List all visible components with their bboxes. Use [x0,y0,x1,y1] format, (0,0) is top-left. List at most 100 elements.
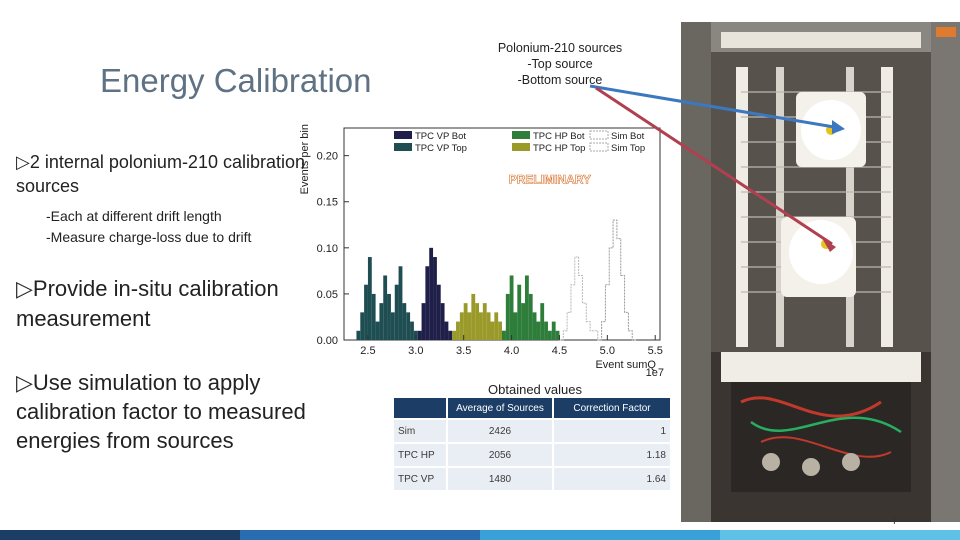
table-header-cell: Average of Sources [448,398,552,418]
table-header-row: Average of Sources Correction Factor [394,398,670,418]
histogram-bar [555,330,560,340]
callout-line: -Top source [527,57,593,71]
legend-swatch [589,130,609,140]
legend-swatch [394,143,412,151]
table-cell: 1.18 [554,444,670,466]
histogram-bar [513,312,518,340]
y-tick-label: 0.15 [317,197,338,209]
histogram-bar [421,303,426,340]
table-cell: 1.64 [554,468,670,490]
histogram-bar [433,257,437,340]
histogram-bar [528,293,533,340]
y-tick-label: 0.10 [317,243,338,255]
bullet-item: ▷Use simulation to apply calibration fac… [16,368,306,455]
histogram-outline [559,256,602,341]
series-tpc-vp-top [356,257,418,340]
histogram-bar [410,321,414,340]
table-header-cell: Correction Factor [554,398,670,418]
detector-photo [681,22,960,522]
bullet-marker: ▷ [16,152,30,172]
detector-photo-drawing [681,22,960,522]
table-cell: TPC HP [394,444,446,466]
legend-label: Sim Top [611,143,645,154]
legend-swatch [589,142,609,152]
legend-label: TPC VP Top [415,143,467,154]
callout-line: Polonium-210 sources [497,41,623,55]
callout-line: -Bottom source [517,73,603,87]
histogram-bar [505,293,510,340]
histogram-bar [471,293,476,340]
histogram-bar [360,312,365,340]
histogram-bar [517,284,522,340]
table-cell: Sim [394,420,446,442]
y-tick-label: 0.00 [317,335,338,347]
preliminary-annotation: PRELIMINARY [509,172,591,186]
bullet-marker: ▷ [16,276,33,301]
histogram-bar [379,303,384,340]
histogram-bar [394,284,399,340]
histogram-bar [398,266,403,340]
bullet-item: ▷2 internal polonium-210 calibration sou… [16,150,306,198]
table-row: Sim 2426 1 [394,420,670,442]
histogram-bar [524,275,529,340]
histogram-bar [452,330,457,340]
histogram-bar [402,303,407,340]
legend-swatch [512,143,530,151]
histogram-bar [440,303,445,340]
histogram-bar [467,312,472,340]
sub-point: -Measure charge-loss due to drift [46,229,252,245]
histogram-bar [540,303,545,340]
table-row: TPC HP 2056 1.18 [394,444,670,466]
histogram-bar [482,303,487,340]
x-tick-label: 3.0 [408,345,423,357]
x-tick-label: 4.5 [552,345,567,357]
x-exponent-label: 1e7 [646,367,664,379]
bullet-marker: ▷ [16,370,33,395]
x-tick-label: 3.5 [456,345,471,357]
histogram-bar [429,247,434,340]
histogram-outline [597,219,637,341]
table-cell: 2426 [448,420,552,442]
histogram-bar [544,321,548,340]
histogram-bar [356,330,361,340]
arrow-head [822,238,836,252]
energy-histogram-chart: 2.5 3.0 3.5 4.0 4.5 5.0 5.5 0.00 0.05 0.10 0.15 0.2… [299,124,664,379]
legend-swatch [394,131,412,139]
histogram-bar [509,275,514,340]
histogram-bar [498,321,502,340]
histogram-bar [367,257,372,340]
histogram-bar [371,293,376,340]
series-tpc-hp-bot [502,275,560,340]
histogram-bar [383,275,388,340]
series-tpc-vp-bot [417,247,453,340]
x-axis-label: Event sumQ [595,359,656,371]
slide-title: Energy Calibration [100,62,372,99]
legend-label: TPC HP Bot [533,131,585,142]
bullet-text: Use simulation to apply calibration fact… [16,370,306,453]
histogram-bar [479,312,483,340]
histogram-bar [390,312,395,340]
histogram-bar [459,312,464,340]
histogram-bar [406,312,411,340]
histogram-bar [536,321,541,340]
arrow-to-bottom-source [595,86,833,246]
histogram-bar [425,266,430,340]
histogram-bar [417,330,422,340]
legend-swatch [512,131,530,139]
series-tpc-hp-top [452,293,506,340]
histogram-bar [375,321,380,340]
page-number: 7 [892,516,898,527]
histogram-bar [436,284,441,340]
sub-point: -Each at different drift length [46,208,222,224]
table-cell: TPC VP [394,468,446,490]
histogram-bar [364,284,368,340]
table-cell: 2056 [448,444,552,466]
legend-label: Sim Bot [611,131,645,142]
histogram-bar [551,321,556,340]
series-sim-bot [597,219,637,341]
source-callout: Polonium-210 sources -Top source -Bottom… [470,40,650,88]
histogram-bar [490,321,495,340]
bullet-text: 2 internal polonium-210 calibration sour… [16,152,306,196]
arrow-head [832,120,845,134]
